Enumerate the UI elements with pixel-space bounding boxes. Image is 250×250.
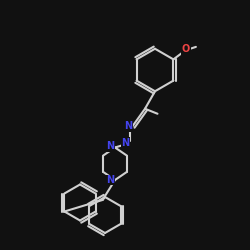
Text: N: N [122, 138, 130, 147]
Text: N: N [124, 121, 132, 131]
Text: O: O [182, 44, 190, 54]
Text: N: N [106, 141, 114, 151]
Text: N: N [106, 175, 114, 185]
